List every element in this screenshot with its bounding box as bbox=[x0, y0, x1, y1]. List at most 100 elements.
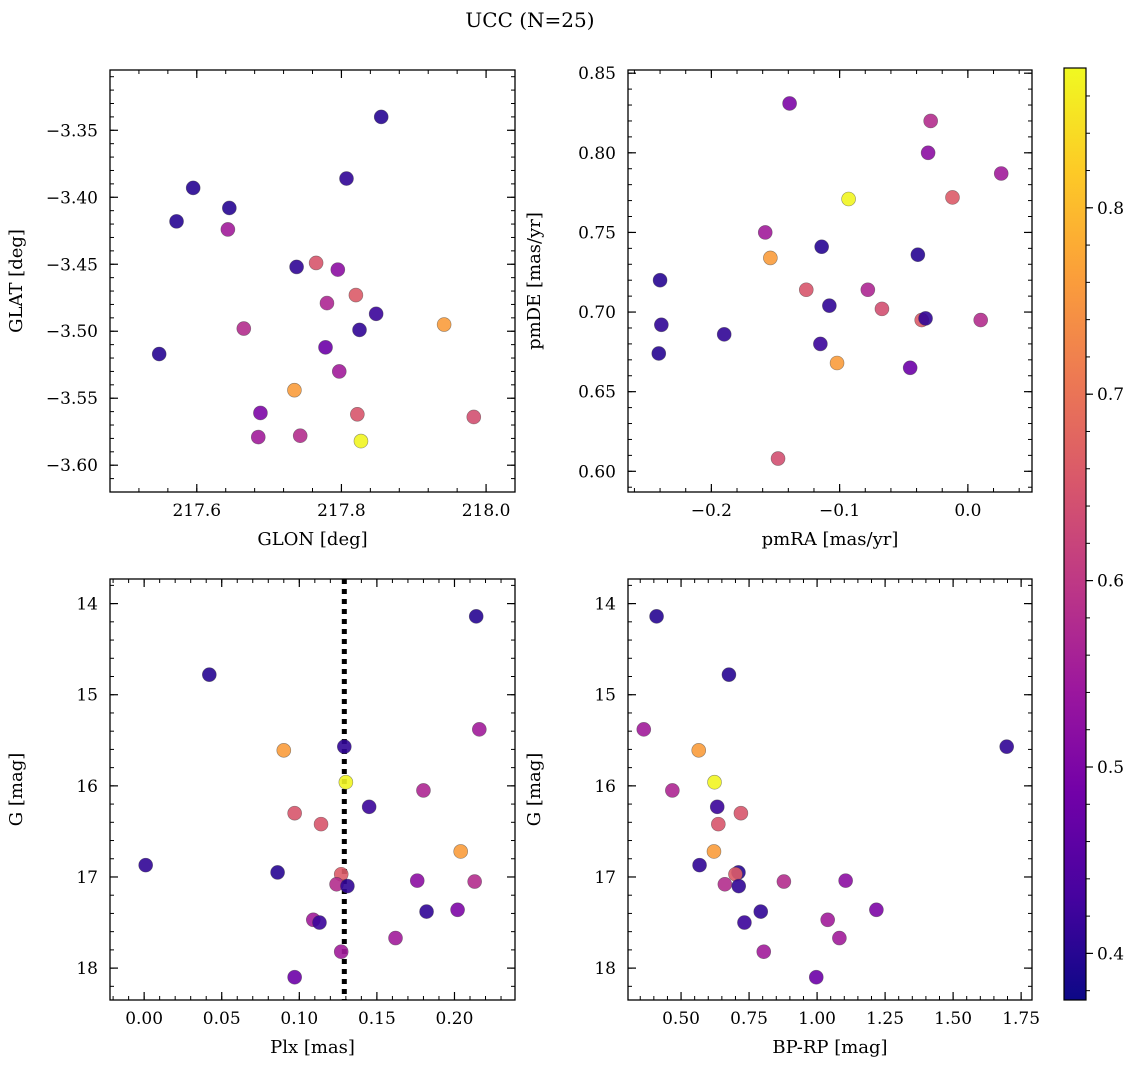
data-point bbox=[716, 327, 732, 342]
data-point bbox=[649, 609, 664, 624]
data-point bbox=[776, 874, 792, 889]
data-point bbox=[236, 321, 252, 336]
y-tick-label: −3.40 bbox=[46, 188, 98, 208]
data-point bbox=[665, 783, 680, 798]
y-axis-label: GLAT [deg] bbox=[6, 229, 27, 333]
data-point bbox=[468, 609, 484, 624]
figure-title: UCC (N=25) bbox=[465, 8, 594, 32]
data-point bbox=[770, 451, 786, 466]
colorbar-frame bbox=[1063, 67, 1087, 1001]
data-point bbox=[416, 783, 431, 798]
data-point bbox=[706, 844, 722, 859]
data-point bbox=[466, 409, 482, 425]
y-tick-label: −3.60 bbox=[46, 456, 98, 476]
data-point bbox=[763, 250, 778, 266]
y-tick-label: −3.55 bbox=[46, 389, 98, 409]
panel-glon-glat: 217.6 217.8 218.0 −3.35 −3.40 −3.45 −3.50 −3.55… bbox=[6, 69, 516, 550]
data-point bbox=[353, 433, 369, 449]
y-tick-label: 17 bbox=[594, 868, 616, 888]
data-point bbox=[756, 944, 772, 960]
y-tick-label: 15 bbox=[76, 686, 98, 706]
data-point bbox=[691, 743, 707, 758]
x-axis-label: GLON [deg] bbox=[257, 529, 367, 550]
data-point bbox=[348, 287, 364, 303]
axes-frame bbox=[109, 69, 516, 493]
data-point bbox=[782, 96, 797, 111]
data-point bbox=[331, 364, 347, 379]
x-tick-label: 0.0 bbox=[954, 501, 981, 521]
y-tick-label: −3.35 bbox=[46, 121, 98, 141]
data-point bbox=[829, 355, 845, 371]
data-point bbox=[409, 873, 425, 888]
x-tick-label: 0.10 bbox=[280, 1009, 318, 1029]
data-point bbox=[822, 298, 837, 313]
data-point bbox=[450, 902, 465, 918]
data-point bbox=[292, 428, 308, 444]
colorbar-fill bbox=[1064, 68, 1086, 1000]
colorbar-tick-label: 0.6 bbox=[1097, 572, 1124, 592]
y-tick-label: 14 bbox=[76, 595, 98, 615]
axes-frame bbox=[627, 69, 1033, 493]
data-point bbox=[250, 429, 266, 445]
data-point bbox=[757, 225, 773, 240]
y-tick-label: 16 bbox=[594, 777, 616, 797]
data-point bbox=[202, 667, 217, 682]
data-point bbox=[923, 113, 938, 129]
y-tick-label: 18 bbox=[76, 959, 98, 979]
data-point bbox=[993, 166, 1009, 181]
data-point bbox=[333, 944, 349, 960]
data-point bbox=[753, 904, 769, 919]
data-point bbox=[869, 902, 884, 918]
data-point bbox=[652, 272, 668, 288]
data-point bbox=[636, 722, 652, 737]
data-point bbox=[368, 306, 384, 322]
data-point bbox=[838, 873, 853, 888]
data-point bbox=[287, 805, 302, 821]
x-axis-label: BP-RP [mag] bbox=[772, 1037, 887, 1058]
data-point bbox=[138, 857, 153, 873]
colorbar-tick-label: 0.4 bbox=[1097, 944, 1124, 964]
y-tick-label: 16 bbox=[76, 777, 98, 797]
data-point bbox=[453, 844, 468, 859]
data-point bbox=[709, 799, 725, 815]
x-tick-label: 0.20 bbox=[436, 1009, 474, 1029]
data-point bbox=[910, 247, 926, 263]
data-point bbox=[651, 346, 667, 361]
data-point bbox=[151, 346, 167, 362]
data-point bbox=[289, 259, 304, 275]
y-tick-label: 0.85 bbox=[578, 64, 616, 84]
data-point bbox=[361, 799, 377, 815]
data-point bbox=[654, 317, 669, 333]
data-point bbox=[813, 336, 828, 352]
data-point bbox=[312, 915, 327, 930]
x-tick-label: 1.75 bbox=[1002, 1009, 1040, 1029]
data-point bbox=[388, 930, 403, 946]
data-point bbox=[373, 109, 389, 125]
y-tick-label: 15 bbox=[594, 686, 616, 706]
data-point bbox=[330, 262, 346, 277]
colorbar-tick-label: 0.8 bbox=[1097, 199, 1124, 219]
data-point bbox=[276, 743, 292, 758]
data-point bbox=[287, 969, 302, 985]
data-point bbox=[185, 180, 201, 196]
data-point bbox=[220, 222, 236, 237]
colorbar: 0.4 0.5 0.6 0.7 0.8 bbox=[1063, 67, 1124, 1001]
y-tick-label: 0.70 bbox=[578, 303, 616, 323]
panel-bprp-g: 0.50 0.75 1.00 1.25 1.50 1.75 14 15 16 17 18 BP-RP … bbox=[524, 578, 1040, 1058]
data-point bbox=[308, 255, 324, 271]
data-point bbox=[841, 191, 856, 207]
x-tick-label: 0.15 bbox=[358, 1009, 396, 1029]
x-tick-label: 218.0 bbox=[462, 501, 511, 521]
data-point bbox=[874, 301, 890, 317]
y-tick-label: −3.50 bbox=[46, 322, 98, 342]
data-point bbox=[814, 239, 829, 255]
y-axis-label: G [mag] bbox=[6, 753, 27, 826]
data-point bbox=[287, 382, 302, 398]
data-point bbox=[808, 969, 824, 985]
x-axis-label: Plx [mas] bbox=[270, 1037, 355, 1058]
x-tick-label: 1.00 bbox=[798, 1009, 836, 1029]
x-tick-label: −0.1 bbox=[819, 501, 860, 521]
colorbar-tick-label: 0.5 bbox=[1097, 758, 1124, 778]
axes-frame bbox=[627, 578, 1033, 1001]
